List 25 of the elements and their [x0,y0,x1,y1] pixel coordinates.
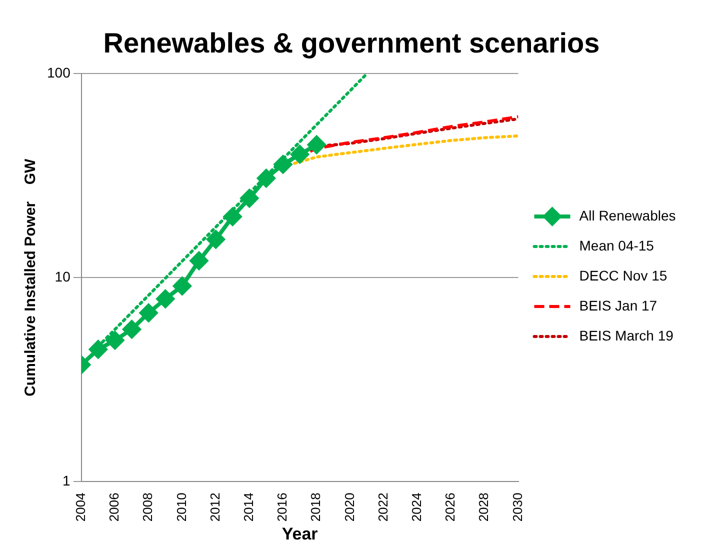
x-tick-label: 2024 [409,492,424,522]
y-tick-label: 100 [47,64,71,80]
x-tick-label: 2010 [174,492,189,522]
y-axis-title: Cumulative Installed Power GW [22,158,40,396]
legend-label: Mean 04-15 [579,237,654,254]
x-tick-label: 2008 [140,492,156,522]
legend-label: DECC Nov 15 [579,267,668,284]
x-tick-label: 2012 [207,492,222,522]
x-tick-label: 2022 [375,492,390,522]
x-tick-label: 2004 [72,492,88,522]
x-axis-title: Year [282,524,318,544]
x-tick-label: 2014 [240,492,256,522]
legend-label: BEIS Jan 17 [579,297,658,314]
x-tick-label: 2026 [442,492,458,522]
legend-label: All Renewables [579,207,676,224]
x-tick-label: 2020 [342,492,357,522]
x-tick-label: 2028 [476,492,492,522]
x-tick-label: 2016 [274,492,290,522]
chart-title: Renewables & government scenarios [103,28,600,59]
legend-label: BEIS March 19 [579,327,674,344]
y-tick-label: 10 [54,268,71,284]
x-tick-label: 2018 [308,492,324,522]
x-tick-label: 2030 [510,492,525,522]
y-tick-label: 1 [62,472,71,489]
x-tick-label: 2006 [106,492,122,522]
